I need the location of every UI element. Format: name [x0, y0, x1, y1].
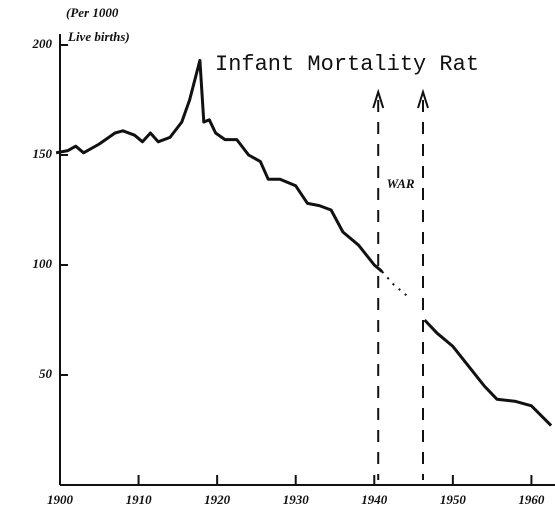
war-arrow [417, 88, 429, 109]
x-tick-label: 1930 [283, 492, 310, 507]
x-tick-label: 1920 [204, 492, 231, 507]
line-series [381, 270, 411, 299]
y-tick-label: 100 [33, 256, 53, 271]
x-tick-label: 1900 [47, 492, 74, 507]
annotation: (Per 1000 [66, 5, 119, 20]
y-tick-label: 200 [32, 36, 53, 51]
annotation: Live births) [67, 29, 130, 44]
x-tick-label: 1960 [518, 492, 545, 507]
annotation: WAR [387, 176, 415, 191]
x-tick-label: 1910 [126, 492, 153, 507]
line-series [423, 318, 553, 427]
y-tick-label: 50 [39, 366, 53, 381]
war-arrow [372, 88, 385, 109]
line-series [55, 58, 384, 273]
chart-title: Infant Mortality Rat [215, 52, 479, 77]
y-tick-label: 150 [33, 146, 53, 161]
x-tick-label: 1950 [440, 492, 467, 507]
x-tick-label: 1940 [361, 492, 388, 507]
